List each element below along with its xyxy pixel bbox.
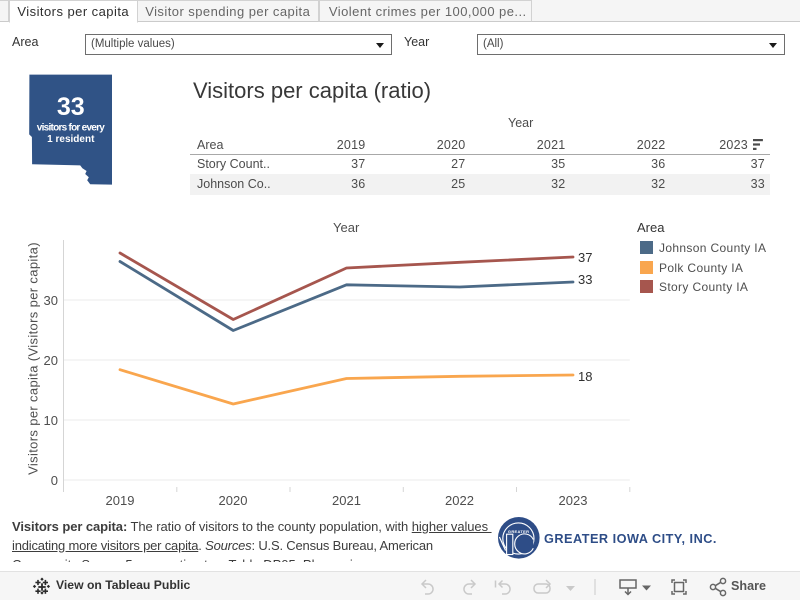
svg-text:visitors for every: visitors for every [37,123,105,134]
svg-text:33: 33 [57,93,85,121]
svg-text:GREATER: GREATER [508,529,529,534]
svg-text:1 resident: 1 resident [47,134,95,145]
